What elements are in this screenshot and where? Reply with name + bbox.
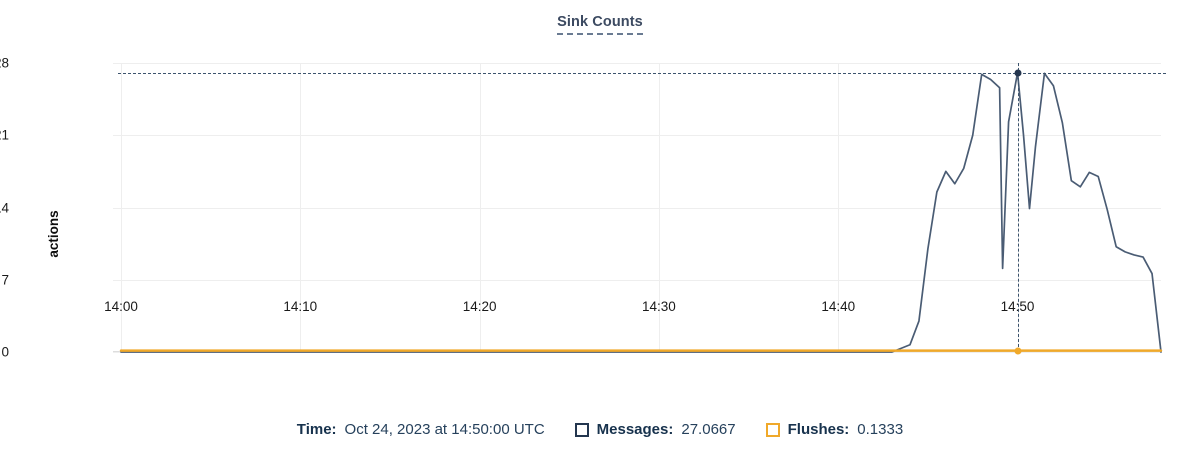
x-axis-tick-label: 14:20 xyxy=(462,299,497,314)
chart-title: Sink Counts xyxy=(0,14,1200,35)
legend-swatch-messages-icon xyxy=(574,422,589,437)
legend-value-messages: 27.0667 xyxy=(681,421,736,438)
legend-item-flushes[interactable]: Flushes: 0.1333 xyxy=(765,421,904,438)
legend-label-messages: Messages: xyxy=(596,421,674,438)
grid-line-horizontal xyxy=(113,63,1161,64)
plot-area[interactable] xyxy=(113,63,1166,355)
y-axis-tick-label: 7 xyxy=(1,272,9,288)
grid-line-vertical xyxy=(838,63,840,352)
hover-point-flushes xyxy=(1014,347,1022,355)
x-axis-tick-label: 14:40 xyxy=(821,299,856,314)
series-line-messages xyxy=(120,71,1162,353)
grid-line-horizontal xyxy=(113,135,1161,137)
grid-line-vertical xyxy=(658,63,660,352)
grid-line-vertical xyxy=(121,63,122,352)
y-axis-label: actions xyxy=(46,209,62,258)
crosshair-horizontal-line xyxy=(118,72,1166,74)
x-axis-tick-label: 14:00 xyxy=(104,299,138,314)
legend-label-flushes: Flushes: xyxy=(787,421,850,438)
legend-value-flushes: 0.1333 xyxy=(857,421,904,438)
hover-time-label: Time: xyxy=(296,421,337,438)
chart-legend-footer: Time: Oct 24, 2023 at 14:50:00 UTC Messa… xyxy=(0,421,1200,438)
x-axis-tick-label: 14:30 xyxy=(642,299,676,314)
x-axis-tick-label: 14:10 xyxy=(283,299,318,314)
y-axis-tick-label: 21 xyxy=(0,127,9,143)
legend-item-messages[interactable]: Messages: 27.0667 xyxy=(574,421,736,438)
grid-line-vertical xyxy=(479,63,481,352)
grid-line-horizontal xyxy=(113,279,1161,281)
y-axis-tick-label: 0 xyxy=(1,344,9,360)
hover-point-messages xyxy=(1014,69,1022,77)
grid-line-horizontal xyxy=(113,207,1161,209)
x-axis-tick-label: 14:50 xyxy=(1000,299,1035,314)
grid-line-vertical xyxy=(300,63,302,352)
legend-swatch-flushes-icon xyxy=(765,422,780,437)
y-axis-tick-label: 14 xyxy=(0,200,9,215)
y-axis-tick-label: 28 xyxy=(0,55,9,71)
crosshair-vertical-line xyxy=(1017,63,1019,352)
chart-title-text: Sink Counts xyxy=(557,14,643,35)
hover-time: Time: Oct 24, 2023 at 14:50:00 UTC xyxy=(297,421,545,438)
hover-time-value: Oct 24, 2023 at 14:50:00 UTC xyxy=(344,421,545,438)
